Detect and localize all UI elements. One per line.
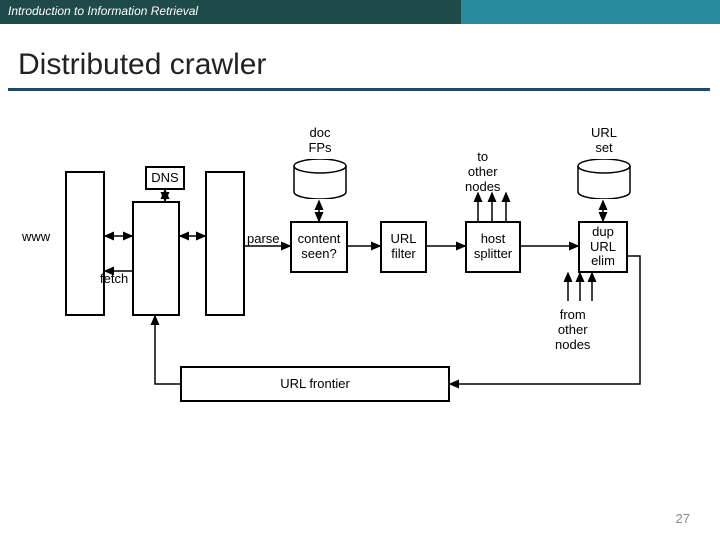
label-www-text: www [22, 229, 50, 244]
box-parse [205, 171, 245, 316]
cylinder-doc-fps [293, 159, 347, 199]
box-url-frontier: URL frontier [180, 366, 450, 402]
header-text: Introduction to Information Retrieval [0, 0, 461, 24]
crawler-diagram: DNS contentseen? URLfilter hostsplitter dupU… [10, 111, 710, 431]
page-title: Distributed crawler [18, 48, 720, 82]
label-from-other-nodes: fromothernodes [555, 307, 590, 352]
cyl-label-url-set: URLset [577, 125, 631, 155]
box-url-filter: URLfilter [380, 221, 427, 273]
box-content-seen: contentseen? [290, 221, 348, 273]
label-to-other-nodes: toothernodes [465, 149, 500, 194]
header-accent [461, 0, 720, 24]
box-host-splitter: hostsplitter [465, 221, 521, 273]
header-bar: Introduction to Information Retrieval [0, 0, 720, 24]
box-dup-url-elim: dupURLelim [578, 221, 628, 273]
cylinder-url-set [577, 159, 631, 199]
label-parse-text: parse [247, 231, 280, 246]
page-number: 27 [676, 511, 690, 526]
label-fetch-text: fetch [100, 271, 128, 286]
box-fetch [132, 201, 180, 316]
box-www [65, 171, 105, 316]
title-underline [8, 88, 710, 91]
box-dns: DNS [145, 166, 185, 190]
cyl-label-doc-fps: docFPs [293, 125, 347, 155]
